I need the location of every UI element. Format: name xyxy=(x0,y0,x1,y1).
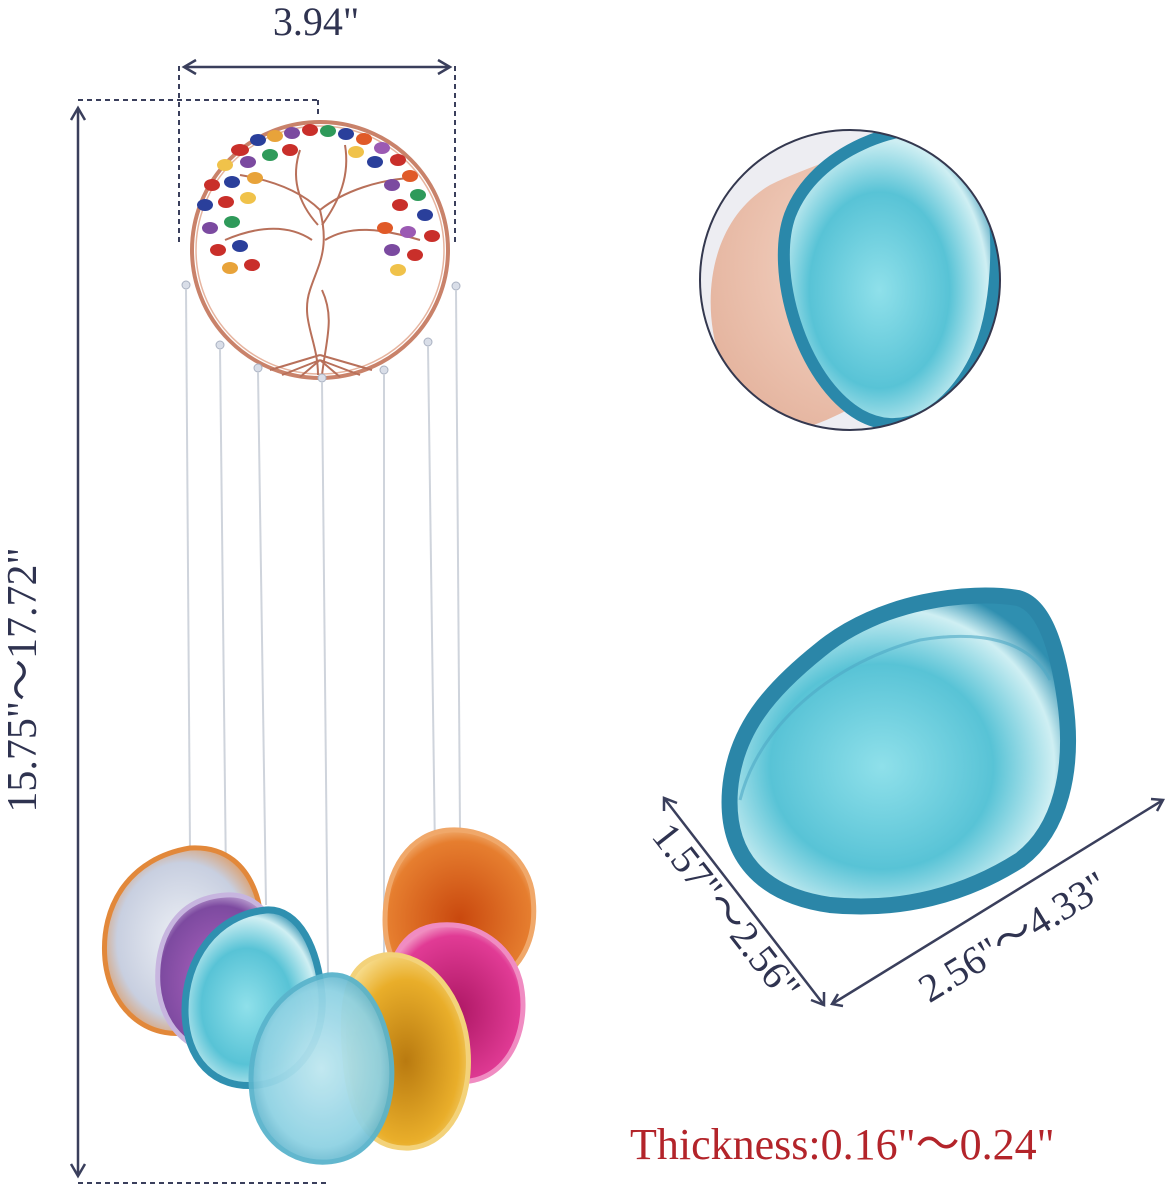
agate-slice-icon xyxy=(721,587,1076,915)
agate-slice-icon xyxy=(248,972,395,1165)
hand-photo xyxy=(699,129,1001,431)
thickness-value: 0.16"～0.24" xyxy=(820,1120,1055,1169)
width-dimension xyxy=(178,58,456,245)
slice-dimension-lines xyxy=(662,796,1166,1008)
width-label: 3.94" xyxy=(273,0,359,44)
length-dimension xyxy=(69,99,330,1184)
length-label: 15.75"～17.72" xyxy=(0,547,46,812)
thickness-caption: Thickness:0.16"～0.24" xyxy=(630,1108,1055,1172)
gemstone-chips xyxy=(197,124,440,276)
agate-slices-cluster xyxy=(101,827,537,1165)
thickness-label: Thickness xyxy=(630,1120,809,1169)
hanging-strings xyxy=(185,288,461,976)
tree-of-life-icon xyxy=(181,120,461,383)
thickness-separator: : xyxy=(808,1120,821,1169)
agate-slice-icon xyxy=(777,130,1000,430)
